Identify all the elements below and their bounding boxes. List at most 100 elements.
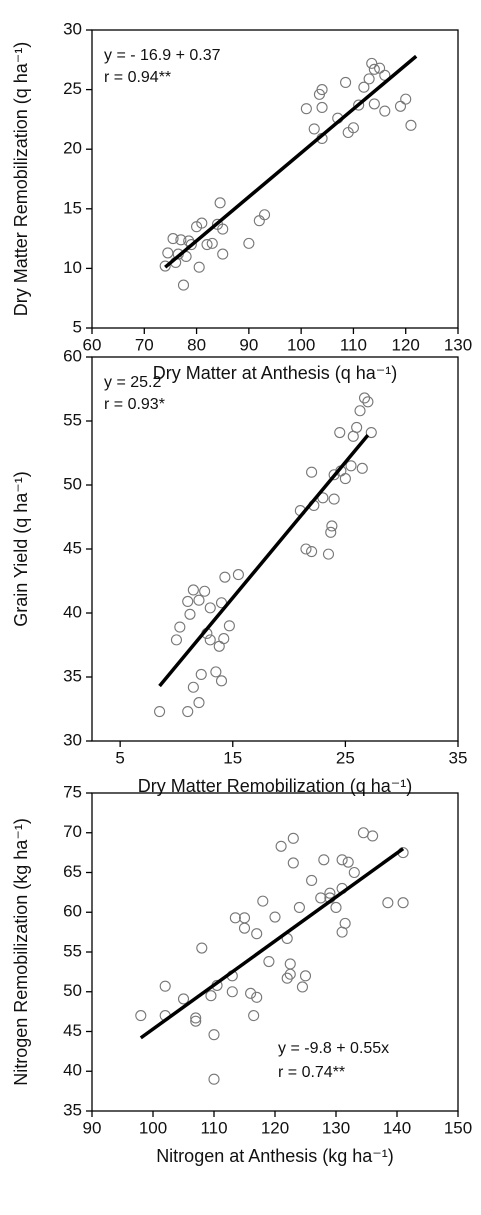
x-tick-label: 110 bbox=[340, 335, 367, 354]
data-point bbox=[316, 84, 328, 96]
data-point bbox=[326, 520, 338, 532]
data-point bbox=[162, 247, 174, 259]
data-point bbox=[306, 546, 318, 558]
data-point bbox=[379, 105, 391, 117]
data-point bbox=[357, 827, 370, 839]
plot-frame bbox=[91, 792, 459, 1112]
data-point bbox=[325, 526, 337, 538]
y-axis-title: Grain Yield (q ha⁻¹) bbox=[11, 471, 31, 627]
x-tick-label: 80 bbox=[187, 335, 206, 354]
data-point bbox=[177, 279, 190, 291]
data-point bbox=[217, 223, 229, 235]
trend-line bbox=[158, 433, 370, 688]
y-axis-title: Nitrogen Remobilization (kg ha⁻¹) bbox=[11, 818, 31, 1086]
data-point bbox=[379, 69, 391, 81]
data-point bbox=[243, 237, 255, 249]
data-point bbox=[300, 543, 312, 555]
data-point bbox=[374, 62, 386, 74]
data-point bbox=[339, 473, 351, 485]
data-point bbox=[368, 63, 380, 75]
x-tick-label: 100 bbox=[287, 335, 315, 354]
data-point bbox=[269, 911, 281, 923]
data-point bbox=[299, 970, 312, 982]
data-point bbox=[214, 197, 226, 209]
x-tick-label: 110 bbox=[200, 1118, 227, 1137]
x-axis-title: Dry Matter Remobilization (q ha⁻¹) bbox=[138, 776, 413, 796]
data-point bbox=[293, 901, 305, 914]
data-point bbox=[306, 466, 318, 478]
data-point bbox=[336, 854, 348, 866]
data-point bbox=[251, 991, 263, 1003]
data-point bbox=[342, 856, 354, 868]
data-point bbox=[175, 234, 187, 246]
data-point bbox=[154, 706, 166, 718]
data-point bbox=[400, 93, 412, 105]
x-tick-label: 25 bbox=[336, 748, 355, 767]
data-point bbox=[334, 426, 346, 439]
data-point bbox=[217, 248, 229, 260]
data-point bbox=[367, 830, 379, 842]
data-point bbox=[296, 981, 309, 993]
data-point bbox=[354, 405, 366, 417]
data-point bbox=[182, 706, 194, 718]
data-point bbox=[257, 895, 269, 907]
data-point bbox=[405, 119, 417, 131]
data-point bbox=[196, 942, 208, 954]
data-point bbox=[218, 633, 230, 645]
data-point bbox=[213, 640, 225, 652]
data-point bbox=[245, 987, 257, 999]
data-point bbox=[238, 912, 251, 924]
y-tick-label: 5 bbox=[73, 317, 82, 336]
data-point bbox=[287, 857, 299, 869]
data-point bbox=[328, 493, 340, 505]
data-point bbox=[353, 99, 365, 111]
data-point bbox=[219, 571, 231, 583]
data-point bbox=[193, 261, 205, 273]
x-tick-label: 130 bbox=[444, 335, 472, 354]
data-point bbox=[195, 668, 207, 680]
x-tick-label: 60 bbox=[83, 335, 102, 354]
data-point bbox=[365, 426, 377, 439]
y-axis-title: Dry Matter Remobilization (q ha⁻¹) bbox=[11, 42, 31, 317]
data-point bbox=[316, 101, 328, 114]
data-point bbox=[210, 666, 222, 678]
data-point bbox=[363, 73, 375, 85]
x-axis-title: Dry Matter at Anthesis (q ha⁻¹) bbox=[153, 363, 398, 383]
data-point bbox=[204, 634, 216, 646]
data-point bbox=[226, 986, 238, 998]
data-point bbox=[324, 887, 336, 899]
y-tick-label: 55 bbox=[63, 941, 82, 960]
annotation: r = 0.74** bbox=[278, 1064, 345, 1081]
y-tick-label: 55 bbox=[63, 410, 82, 429]
y-tick-label: 70 bbox=[63, 822, 82, 841]
data-point bbox=[347, 122, 359, 134]
x-tick-label: 130 bbox=[322, 1118, 350, 1137]
annotation: y = 25.2 bbox=[104, 374, 161, 391]
y-tick-label: 35 bbox=[63, 1100, 82, 1119]
data-point bbox=[287, 832, 299, 844]
y-tick-label: 65 bbox=[63, 862, 82, 881]
data-point bbox=[187, 681, 199, 693]
data-point bbox=[190, 1012, 202, 1024]
x-tick-label: 5 bbox=[115, 748, 124, 767]
data-point bbox=[208, 1073, 220, 1085]
data-point bbox=[366, 57, 378, 69]
data-point bbox=[348, 866, 360, 879]
y-tick-label: 35 bbox=[63, 666, 82, 685]
data-point bbox=[187, 584, 199, 596]
trend-line bbox=[139, 847, 405, 1040]
data-point bbox=[263, 955, 275, 968]
data-point bbox=[368, 98, 380, 110]
data-point bbox=[174, 621, 186, 633]
x-tick-label: 100 bbox=[139, 1118, 167, 1137]
plot-frame bbox=[91, 29, 459, 329]
x-tick-label: 150 bbox=[444, 1118, 472, 1137]
data-point bbox=[232, 569, 244, 581]
x-tick-label: 90 bbox=[83, 1118, 102, 1137]
data-point bbox=[275, 840, 287, 852]
data-point bbox=[182, 595, 194, 608]
annotation: y = -9.8 + 0.55x bbox=[278, 1040, 389, 1057]
data-point bbox=[185, 239, 197, 251]
annotation: r = 0.93* bbox=[104, 396, 165, 413]
